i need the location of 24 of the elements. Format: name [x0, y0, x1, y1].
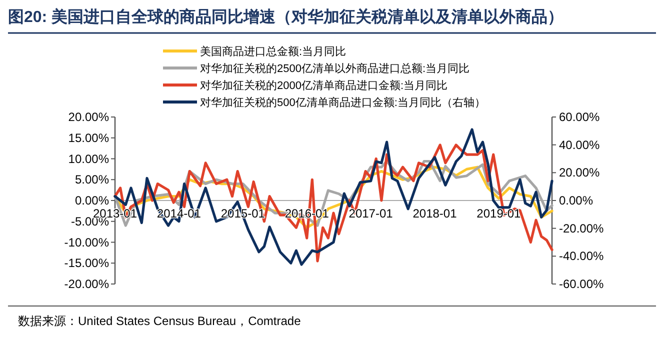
y-tick-label: 5.00% — [74, 172, 110, 187]
y2-tick-label: 20.00% — [559, 166, 600, 180]
y-tick-label: 0.00% — [74, 194, 110, 208]
y-tick-label: 10.00% — [68, 152, 110, 166]
y2-tick-label: 40.00% — [559, 138, 600, 152]
title: 图20: 美国进口自全球的商品同比增速（对华加征关税清单以及清单以外商品） — [8, 9, 564, 26]
y2-tick-label: -40.00% — [559, 249, 604, 264]
y-tick-label: 15.00% — [68, 130, 110, 145]
y-tick-label: 20.00% — [68, 110, 110, 124]
legend-label: 对华加征关税的500亿清单商品进口金额:当月同比（右轴） — [200, 96, 486, 109]
x-tick-label: 2016-01 — [284, 206, 330, 220]
y2-tick-label: -60.00% — [559, 277, 604, 291]
y2-tick-label: -20.00% — [559, 221, 604, 236]
y2-tick-label: 60.00% — [559, 110, 600, 124]
source-note: 数据来源：United States Census Bureau，Comtrade — [18, 314, 302, 328]
legend-label: 对华加征关税的2000亿清单商品进口金额:当月同比 — [200, 79, 448, 92]
x-tick-label: 2018-01 — [412, 206, 458, 220]
legend-label: 对华加征关税的2500亿清单以外商品进口总额:当月同比 — [200, 62, 470, 75]
y2-tick-label: 0.00% — [559, 194, 594, 208]
y-tick-label: -15.00% — [64, 256, 110, 270]
y-tick-label: -20.00% — [64, 277, 110, 291]
legend-label: 美国商品进口总金额:当月同比 — [200, 45, 346, 58]
y-tick-label: -10.00% — [64, 235, 110, 250]
x-tick-label: 2017-01 — [348, 206, 394, 220]
